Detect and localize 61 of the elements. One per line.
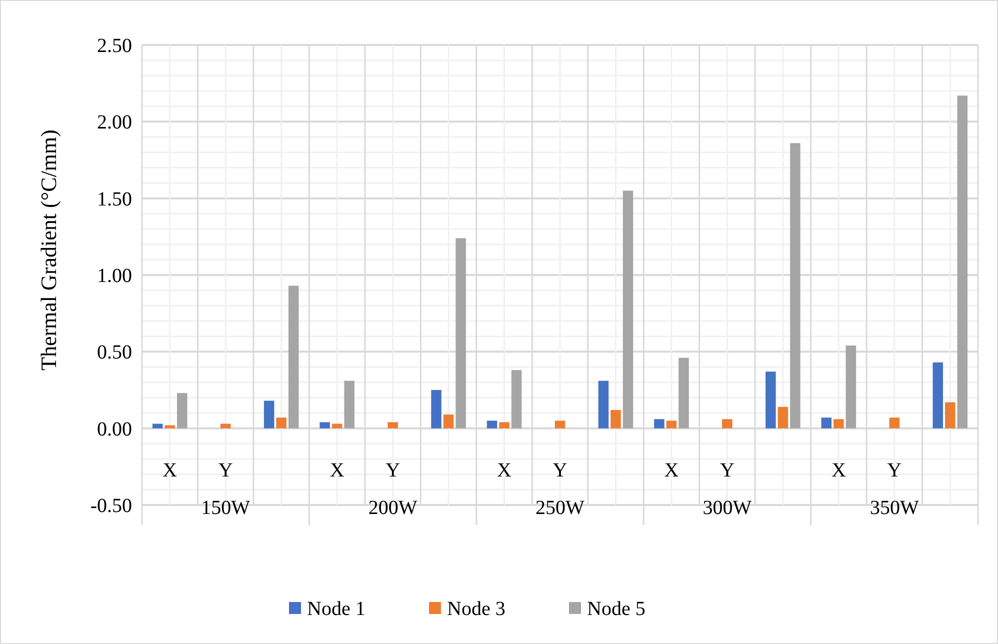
bar — [598, 380, 609, 428]
bar — [320, 422, 330, 428]
y-tick-label: 1.50 — [97, 188, 132, 210]
y-tick-label: 1.00 — [97, 265, 132, 287]
bar — [456, 238, 466, 428]
bar — [610, 410, 621, 428]
annotation: 300W — [702, 497, 752, 519]
annotation: 250W — [536, 497, 585, 519]
bar — [790, 143, 800, 428]
bar — [932, 362, 943, 428]
bar — [889, 418, 900, 428]
bar — [834, 419, 844, 428]
legend-label: Node 3 — [447, 598, 506, 620]
x-tick-label: X — [664, 459, 680, 482]
y-tick-label: 2.50 — [97, 35, 132, 57]
x-tick-label: X — [831, 459, 846, 482]
bar — [164, 425, 175, 428]
annotation: 200W — [368, 497, 418, 519]
bar — [176, 393, 188, 428]
bar — [666, 420, 677, 428]
x-tick-label: Y — [552, 459, 568, 482]
y-tick-label: 0.00 — [97, 418, 132, 440]
x-tick-label: X — [497, 459, 512, 482]
bar — [722, 419, 732, 428]
bar — [443, 414, 454, 428]
bar — [678, 358, 689, 428]
bar — [957, 96, 968, 428]
bar — [344, 380, 354, 428]
x-tick-label: X — [330, 459, 345, 482]
legend-label: Node 1 — [307, 598, 366, 620]
bar — [431, 390, 442, 428]
bar — [288, 286, 299, 428]
bar — [499, 422, 510, 428]
bar — [778, 406, 788, 428]
bar — [388, 422, 398, 428]
x-tick-label: Y — [218, 459, 233, 482]
x-tick-label: Y — [386, 459, 400, 482]
bar — [332, 424, 342, 428]
bar — [654, 419, 664, 428]
y-tick-label: 0.50 — [97, 342, 132, 364]
bar — [554, 420, 566, 428]
bar — [622, 190, 634, 428]
bar — [220, 424, 231, 428]
x-tick-label: X — [162, 459, 178, 482]
bar — [152, 424, 163, 428]
annotation: 350W — [870, 497, 919, 519]
x-tick-label: Y — [720, 459, 734, 482]
annotation: 150W — [201, 497, 250, 519]
bar — [276, 418, 286, 428]
bar — [821, 418, 832, 428]
x-tick-label: Y — [887, 459, 902, 482]
bar — [766, 372, 776, 428]
bar — [945, 402, 956, 428]
y-tick-label: -0.50 — [90, 495, 132, 517]
y-axis-title: Thermal Gradient (°C/mm) — [36, 130, 61, 370]
bar — [486, 420, 498, 428]
bar — [264, 400, 274, 428]
y-tick-label: 2.00 — [97, 112, 132, 134]
bar — [511, 370, 522, 428]
bar — [846, 346, 856, 428]
legend-label: Node 5 — [587, 598, 646, 620]
